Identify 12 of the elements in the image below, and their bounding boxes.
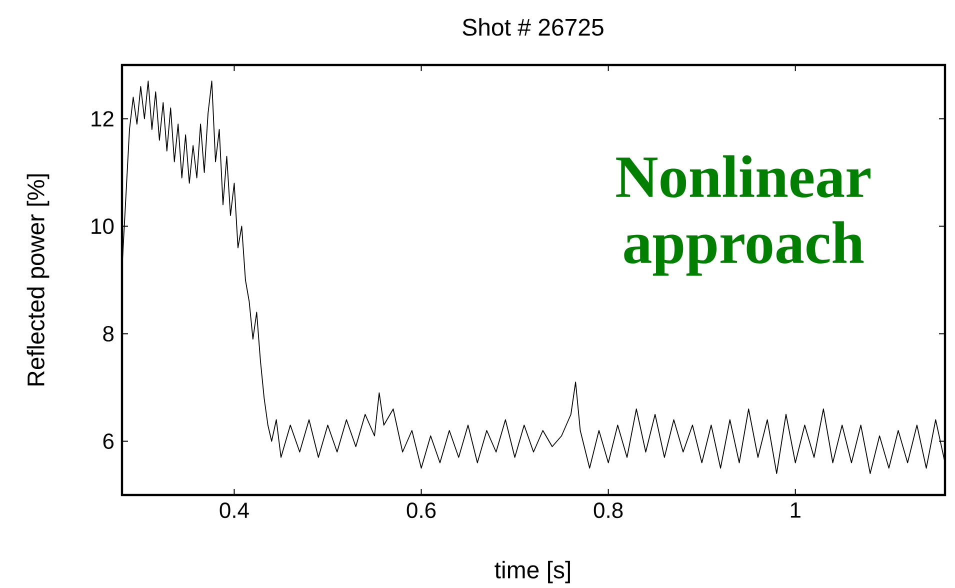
x-tick-label: 0.6: [406, 502, 436, 518]
x-axis-title: time [s]: [494, 560, 570, 584]
y-tick-label: 8: [103, 326, 114, 342]
y-axis-title: Reflected power [%]: [26, 174, 50, 386]
y-tick-label: 6: [103, 433, 114, 450]
x-tick-label: 1: [790, 502, 800, 518]
y-tick-label: 12: [92, 111, 114, 126]
x-tick-label: 0.8: [594, 502, 623, 518]
y-tick-label: 10: [92, 218, 114, 234]
x-tick-label: 0.4: [220, 502, 249, 518]
annotation: Nonlinear approach: [616, 155, 870, 276]
chart-title: Shot # 26725: [462, 18, 604, 36]
